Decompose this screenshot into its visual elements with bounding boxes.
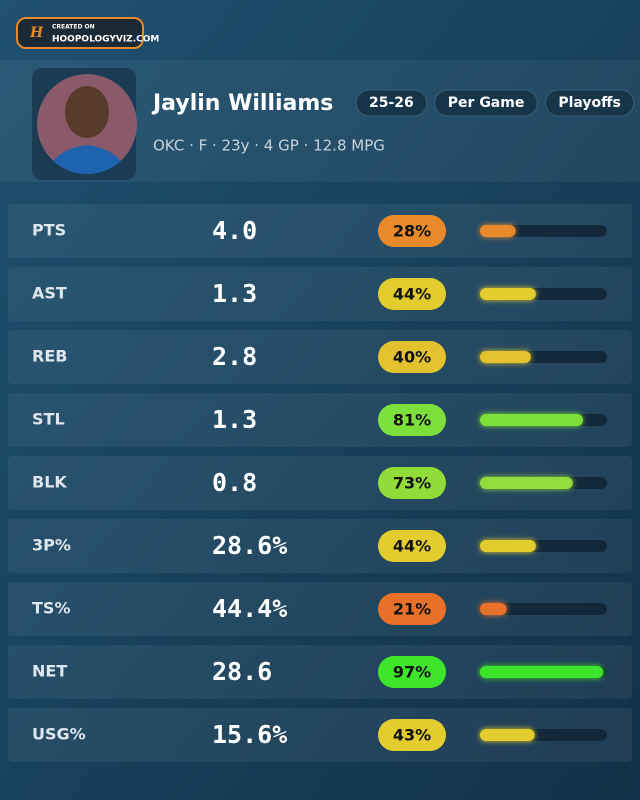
percentile-badge bbox=[378, 593, 446, 625]
bar-track bbox=[480, 603, 607, 615]
stat-label: 3P% bbox=[32, 536, 71, 555]
row-bg bbox=[8, 645, 632, 699]
percentile-bar bbox=[480, 477, 573, 489]
row-bg bbox=[8, 393, 632, 447]
stat-label: BLK bbox=[32, 473, 67, 492]
stat-value: 1.3 bbox=[212, 405, 257, 434]
logo-line1: CREATED ON bbox=[52, 24, 95, 31]
stat-value: 28.6% bbox=[212, 531, 287, 560]
percentile-label: 97% bbox=[393, 663, 431, 682]
percentile-badge bbox=[378, 719, 446, 751]
percentile-badge bbox=[378, 530, 446, 562]
stat-value: 44.4% bbox=[212, 594, 287, 623]
percentile-bar bbox=[480, 351, 531, 363]
percentile-label: 28% bbox=[393, 222, 431, 241]
stat-label: AST bbox=[32, 284, 67, 303]
percentile-bar bbox=[480, 414, 583, 426]
stat-label: TS% bbox=[32, 599, 70, 618]
pill bbox=[434, 89, 538, 117]
row-bg bbox=[8, 267, 632, 321]
stat-label: NET bbox=[32, 662, 67, 681]
stat-label: USG% bbox=[32, 725, 86, 744]
stat-value: 2.8 bbox=[212, 342, 257, 371]
percentile-label: 43% bbox=[393, 726, 431, 745]
stat-value: 28.6 bbox=[212, 657, 272, 686]
percentile-badge bbox=[378, 404, 446, 436]
pill bbox=[355, 89, 428, 117]
percentile-label: 81% bbox=[393, 411, 431, 430]
row-bg bbox=[8, 330, 632, 384]
row-bg bbox=[8, 204, 632, 258]
percentile-badge bbox=[378, 341, 446, 373]
percentile-badge bbox=[378, 215, 446, 247]
percentile-badge bbox=[378, 278, 446, 310]
logo-line2: HOOPOLOGYVIZ.COM bbox=[52, 35, 159, 45]
percentile-label: 44% bbox=[393, 537, 431, 556]
player-name: Jaylin Williams bbox=[151, 91, 333, 116]
percentile-bar bbox=[480, 540, 536, 552]
percentile-bar bbox=[480, 225, 516, 237]
percentile-badge bbox=[378, 656, 446, 688]
percentile-label: 73% bbox=[393, 474, 431, 493]
percentile-label: 40% bbox=[393, 348, 431, 367]
stat-label: PTS bbox=[32, 221, 66, 240]
stat-value: 1.3 bbox=[212, 279, 257, 308]
percentile-label: 21% bbox=[393, 600, 431, 619]
stat-label: STL bbox=[32, 410, 65, 429]
pill-text: Playoffs bbox=[558, 95, 621, 111]
stat-label: REB bbox=[32, 347, 67, 366]
percentile-bar bbox=[480, 666, 604, 678]
avatar bbox=[37, 74, 137, 174]
percentile-badge bbox=[378, 467, 446, 499]
row-bg bbox=[8, 456, 632, 510]
percentile-bar bbox=[480, 288, 536, 300]
percentile-bar bbox=[480, 603, 507, 615]
logo-mark: H bbox=[29, 25, 44, 41]
logo bbox=[16, 17, 144, 49]
stat-value: 4.0 bbox=[212, 216, 257, 245]
row-bg bbox=[8, 708, 632, 762]
subtitle: OKC · F · 23y · 4 GP · 12.8 MPG bbox=[153, 137, 385, 155]
row-bg bbox=[8, 519, 632, 573]
pill-text: 25-26 bbox=[369, 95, 414, 111]
pill-text: Per Game bbox=[448, 95, 525, 111]
percentile-label: 44% bbox=[393, 285, 431, 304]
stat-value: 15.6% bbox=[212, 720, 287, 749]
pill bbox=[544, 89, 635, 117]
stat-value: 0.8 bbox=[212, 468, 257, 497]
percentile-bar bbox=[480, 729, 535, 741]
row-bg bbox=[8, 582, 632, 636]
